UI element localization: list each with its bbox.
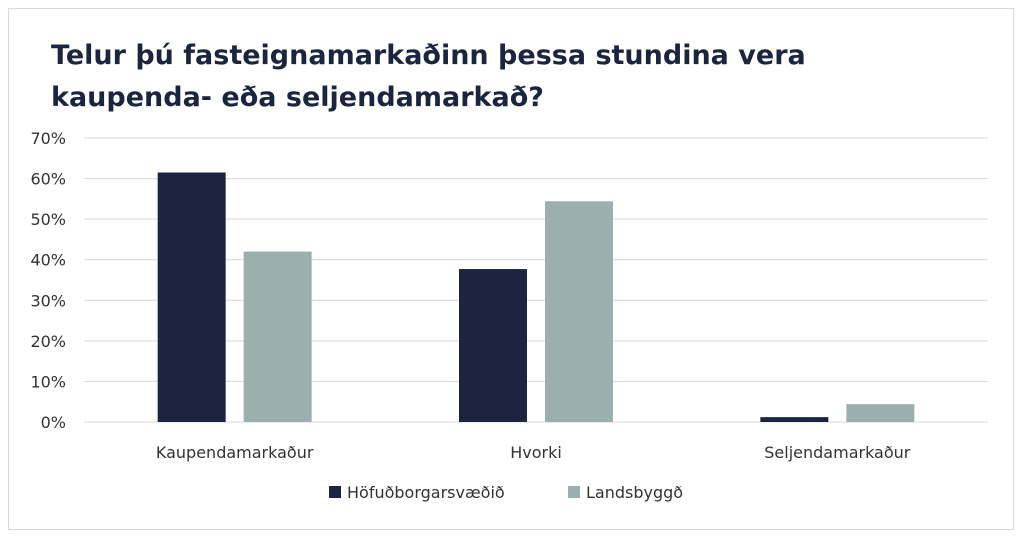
- legend-label: Landsbyggð: [586, 483, 683, 502]
- y-tick-label: 70%: [30, 129, 66, 148]
- legend-swatch: [329, 486, 341, 498]
- bar: [243, 251, 312, 422]
- bar: [760, 417, 829, 422]
- y-tick-label: 50%: [30, 210, 66, 229]
- y-tick-label: 10%: [30, 372, 66, 391]
- y-tick-label: 40%: [30, 251, 66, 270]
- bar: [846, 404, 915, 422]
- y-tick-label: 0%: [41, 413, 66, 432]
- legend-swatch: [568, 486, 580, 498]
- y-tick-label: 30%: [30, 291, 66, 310]
- y-tick-label: 60%: [30, 170, 66, 189]
- x-category-label: Hvorki: [510, 443, 562, 462]
- bar: [545, 201, 613, 422]
- bar: [157, 172, 226, 422]
- x-category-label: Seljendamarkaður: [764, 443, 911, 462]
- legend-label: Höfuðborgarsvæðið: [347, 483, 505, 502]
- x-category-label: Kaupendamarkaður: [156, 443, 314, 462]
- chart-title: Telur þú fasteignamarkaðinn þessa stundi…: [51, 40, 806, 113]
- bar: [459, 269, 527, 422]
- y-tick-label: 20%: [30, 332, 66, 351]
